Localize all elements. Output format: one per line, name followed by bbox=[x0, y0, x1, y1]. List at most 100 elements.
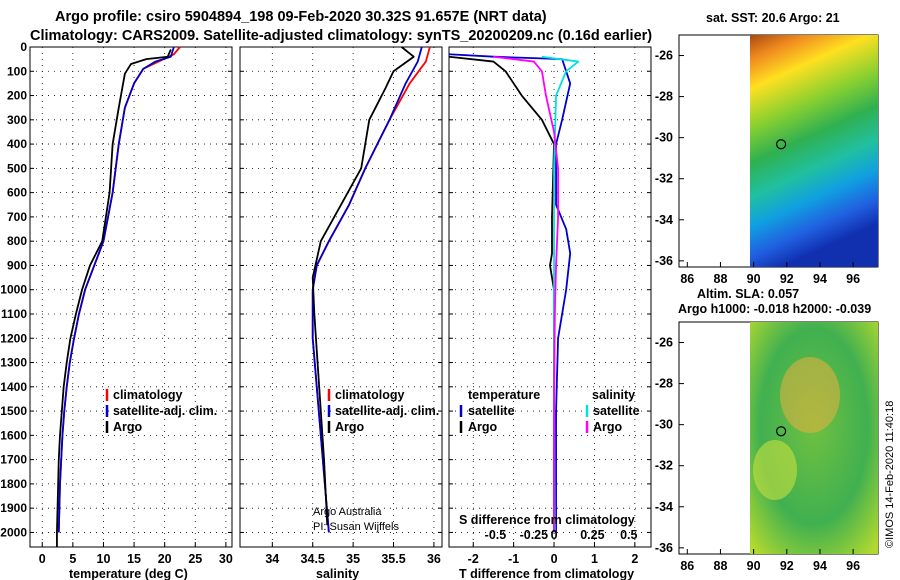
map-x-tick-label: 94 bbox=[813, 272, 827, 286]
series-line-satellite-adj-clim- bbox=[311, 46, 423, 533]
depth-tick-label: 1500 bbox=[0, 404, 27, 418]
x-tick-label: 35 bbox=[346, 552, 360, 566]
title-line2: Climatology: CARS2009. Satellite-adjuste… bbox=[30, 28, 652, 44]
temperature-panel: 0 5 10 15 20 25 30 bbox=[29, 46, 233, 566]
map-y-tick-label: -34 bbox=[655, 213, 673, 227]
argo-position-marker bbox=[776, 426, 787, 437]
map-x-tick-label: 92 bbox=[780, 559, 794, 573]
x-tick-label: 34 bbox=[265, 552, 279, 566]
x-tick-label: 35.5 bbox=[381, 552, 405, 566]
legend-heading-salinity: salinity bbox=[592, 388, 635, 402]
map-y-tick-label: -32 bbox=[655, 172, 673, 186]
map-x-tick-label: 96 bbox=[846, 559, 860, 573]
salinity-panel: 34 34.5 35 35.5 36 bbox=[239, 46, 443, 566]
sla-map-subtitle: Argo h1000: -0.018 h2000: -0.039 bbox=[678, 302, 871, 316]
legend-label-argo: Argo bbox=[335, 420, 365, 434]
legend-label-climatology: climatology bbox=[113, 388, 183, 402]
series-line-temperature-satellite bbox=[448, 53, 572, 533]
depth-tick-label: 1200 bbox=[0, 331, 27, 345]
x-tick-label: 25 bbox=[188, 552, 202, 566]
annotation-pi: PI: Susan Wijffels bbox=[313, 521, 399, 533]
depth-tick-label: 1100 bbox=[1, 307, 27, 321]
depth-tick-label: 400 bbox=[7, 137, 27, 151]
footer-credit: ©IMOS 14-Feb-2020 11:40:18 bbox=[884, 401, 896, 548]
s-tick-label: 0 bbox=[551, 528, 558, 542]
x-tick-label: -1 bbox=[508, 552, 519, 566]
sla-map: Altim. SLA: 0.057 Argo h1000: -0.018 h20… bbox=[655, 287, 879, 573]
legend-heading-temperature: temperature bbox=[468, 388, 540, 402]
series-line-argo bbox=[311, 46, 415, 526]
x-tick-label: 30 bbox=[219, 552, 233, 566]
depth-tick-label: 1900 bbox=[0, 501, 27, 515]
depth-tick-label: 1700 bbox=[0, 453, 27, 467]
x-tick-label: 15 bbox=[127, 552, 141, 566]
difference-panel: -2 -1 0 1 2 bbox=[448, 46, 652, 566]
x-tick-label: 34.5 bbox=[301, 552, 325, 566]
depth-tick-label: 1600 bbox=[0, 428, 27, 442]
legend-label-satellite: satellite-adj. clim. bbox=[113, 404, 217, 418]
map-y-tick-label: -34 bbox=[655, 500, 673, 514]
map-y-tick-label: -30 bbox=[655, 131, 673, 145]
depth-tick-label: 2000 bbox=[0, 525, 27, 539]
depth-tick-label: 200 bbox=[7, 89, 27, 103]
map-x-tick-label: 90 bbox=[747, 559, 761, 573]
series-line-argo bbox=[56, 49, 172, 547]
series-line-climatology bbox=[57, 46, 181, 533]
x-tick-label: 10 bbox=[97, 552, 111, 566]
depth-axis-labels: 0 100 200 300 400 500 600 700 800 900 1000 1100 1200… bbox=[0, 40, 27, 539]
map-x-tick-label: 88 bbox=[714, 272, 728, 286]
x-tick-label: -2 bbox=[468, 552, 479, 566]
map-x-tick-label: 92 bbox=[780, 272, 794, 286]
sla-field bbox=[750, 322, 878, 554]
depth-tick-label: 0 bbox=[20, 40, 27, 54]
sla-anomaly-high bbox=[780, 357, 840, 433]
legend-label-temp-satellite: satellite bbox=[468, 404, 515, 418]
title-line1: Argo profile: csiro 5904894_198 09-Feb-2… bbox=[55, 9, 547, 25]
s-difference-tick-labels: -0.5 -0.25 0 0.25 0.5 bbox=[485, 528, 638, 542]
map-x-tick-label: 94 bbox=[813, 559, 827, 573]
salinity-legend: climatology satellite-adj. clim. Argo Ar… bbox=[313, 388, 439, 533]
depth-tick-label: 800 bbox=[7, 234, 27, 248]
annotation-argo-australia: Argo Australia bbox=[313, 506, 382, 518]
sst-map: sat. SST: 20.6 Argo: 21 86 88 90 92 94 96 -26 -… bbox=[655, 11, 879, 286]
sst-map-title: sat. SST: 20.6 Argo: 21 bbox=[706, 11, 840, 25]
depth-tick-label: 500 bbox=[7, 161, 27, 175]
depth-tick-label: 1800 bbox=[0, 477, 27, 491]
sla-anomaly-mid bbox=[753, 440, 797, 500]
s-tick-label: -0.25 bbox=[520, 528, 549, 542]
depth-tick-label: 700 bbox=[7, 210, 27, 224]
map-x-tick-label: 86 bbox=[680, 272, 694, 286]
map-y-tick-label: -30 bbox=[655, 418, 673, 432]
map-x-tick-label: 86 bbox=[680, 559, 694, 573]
map-y-tick-label: -28 bbox=[655, 377, 673, 391]
x-tick-label: 36 bbox=[427, 552, 441, 566]
map-x-tick-label: 88 bbox=[714, 559, 728, 573]
series-line-satellite-adj-clim- bbox=[57, 46, 175, 533]
legend-label-satellite: satellite-adj. clim. bbox=[335, 404, 439, 418]
x-tick-label: 2 bbox=[631, 552, 638, 566]
map-x-tick-label: 96 bbox=[846, 272, 860, 286]
x-tick-label: 5 bbox=[69, 552, 76, 566]
legend-label-argo: Argo bbox=[113, 420, 143, 434]
depth-tick-label: 100 bbox=[7, 64, 27, 78]
series-line-temperature-argo bbox=[448, 55, 555, 533]
depth-tick-label: 600 bbox=[7, 186, 27, 200]
depth-tick-label: 1300 bbox=[0, 356, 27, 370]
depth-tick-label: 1400 bbox=[0, 380, 27, 394]
legend-label-temp-argo: Argo bbox=[468, 420, 498, 434]
temperature-axis-label: temperature (deg C) bbox=[69, 567, 188, 580]
x-tick-label: 0 bbox=[551, 552, 558, 566]
depth-tick-label: 300 bbox=[7, 113, 27, 127]
s-tick-label: -0.5 bbox=[485, 528, 507, 542]
t-difference-axis-label: T difference from climatology bbox=[459, 567, 634, 580]
s-difference-axis-label: S difference from climatology bbox=[459, 513, 635, 527]
legend-label-sal-argo: Argo bbox=[593, 420, 623, 434]
s-tick-label: 0.5 bbox=[620, 528, 637, 542]
depth-tick-label: 1000 bbox=[0, 283, 27, 297]
x-tick-label: 1 bbox=[591, 552, 598, 566]
map-y-tick-label: -32 bbox=[655, 459, 673, 473]
map-y-tick-label: -36 bbox=[655, 254, 673, 268]
argo-position-marker bbox=[776, 139, 787, 150]
temperature-legend: climatology satellite-adj. clim. Argo bbox=[105, 388, 217, 434]
